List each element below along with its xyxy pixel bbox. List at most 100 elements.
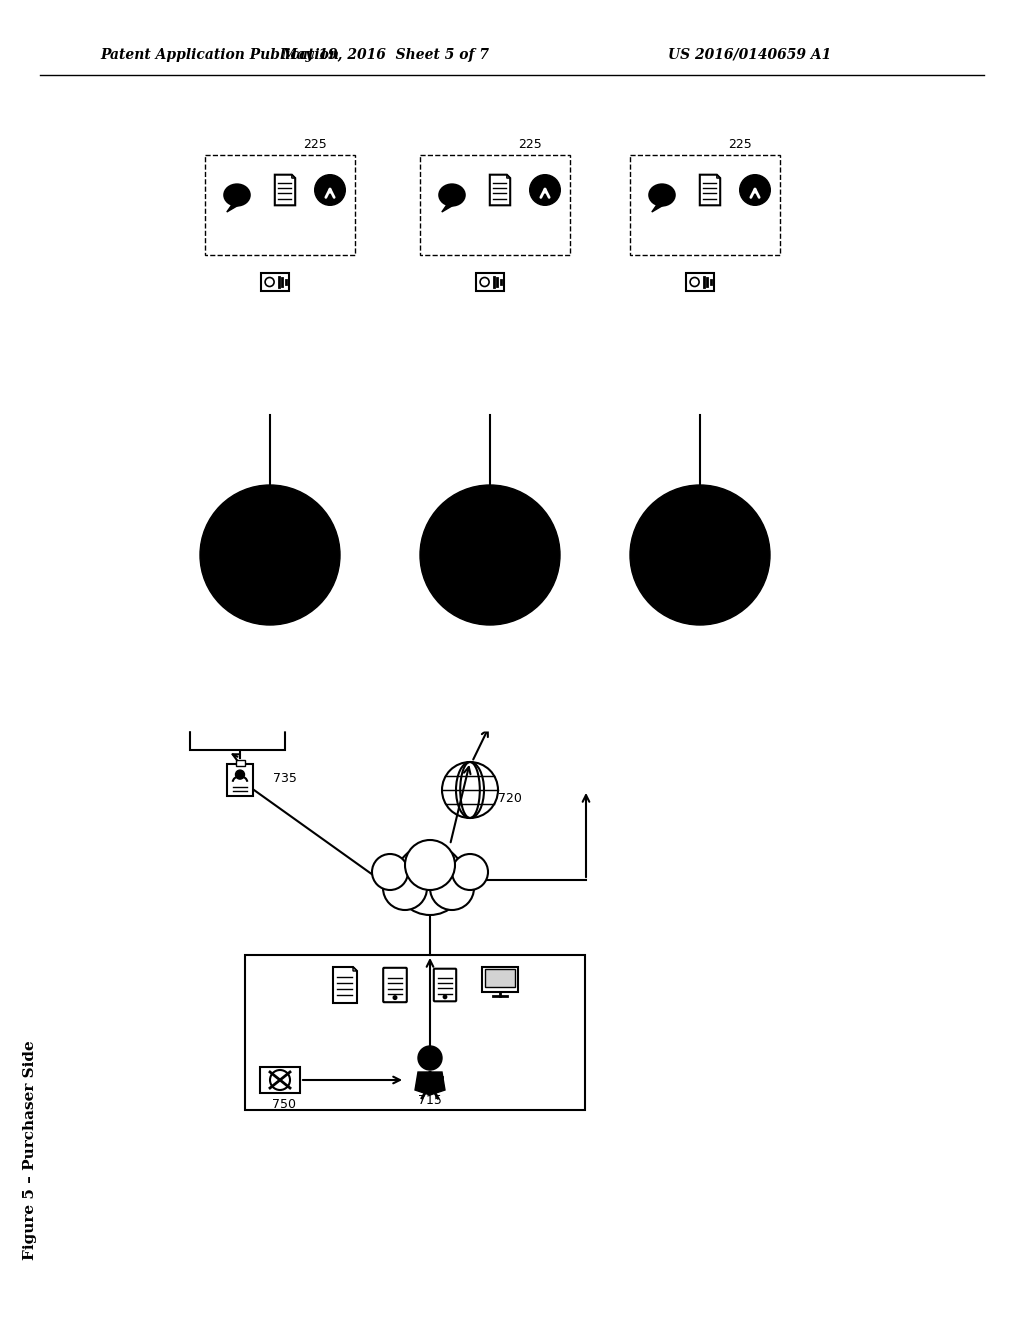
- Polygon shape: [507, 174, 510, 178]
- Text: Patent Application Publication: Patent Application Publication: [100, 48, 339, 62]
- Bar: [488, 684, 496, 689]
- Bar: [464, 677, 471, 682]
- Bar: [245, 954, 585, 1110]
- Circle shape: [711, 438, 728, 455]
- Polygon shape: [519, 694, 541, 726]
- Circle shape: [391, 544, 399, 552]
- Circle shape: [380, 545, 390, 554]
- Bar: [260, 1067, 300, 1093]
- Text: 715: 715: [418, 1093, 442, 1106]
- Circle shape: [242, 438, 259, 455]
- Bar: [488, 671, 496, 676]
- Text: 730: 730: [418, 692, 442, 705]
- Bar: [464, 671, 471, 676]
- Bar: [218, 697, 238, 713]
- Circle shape: [247, 444, 268, 465]
- Bar: [341, 601, 349, 606]
- Bar: [420, 154, 570, 255]
- Bar: [484, 969, 515, 987]
- Circle shape: [258, 430, 283, 455]
- Circle shape: [200, 484, 340, 624]
- Polygon shape: [441, 203, 457, 213]
- Bar: [245, 310, 735, 730]
- Circle shape: [432, 873, 453, 894]
- Bar: [236, 760, 245, 766]
- Circle shape: [440, 867, 458, 886]
- Text: 235: 235: [373, 528, 397, 541]
- Text: 755: 755: [338, 541, 362, 554]
- Bar: [420, 565, 560, 645]
- Circle shape: [399, 867, 419, 886]
- Text: 230: 230: [203, 449, 227, 462]
- Bar: [205, 154, 355, 255]
- Circle shape: [417, 859, 443, 886]
- Circle shape: [402, 867, 420, 886]
- Circle shape: [314, 174, 345, 206]
- Circle shape: [529, 174, 560, 206]
- Circle shape: [395, 845, 465, 915]
- Circle shape: [341, 610, 349, 619]
- Polygon shape: [415, 1072, 445, 1096]
- Polygon shape: [226, 203, 242, 213]
- Circle shape: [476, 436, 504, 465]
- Circle shape: [478, 430, 502, 455]
- Polygon shape: [538, 694, 541, 697]
- Circle shape: [467, 444, 488, 465]
- Circle shape: [256, 436, 284, 465]
- Bar: [464, 684, 471, 689]
- Circle shape: [225, 702, 231, 708]
- Bar: [227, 764, 253, 796]
- Circle shape: [406, 840, 455, 890]
- Text: 720: 720: [498, 792, 522, 804]
- Bar: [475, 519, 505, 537]
- Circle shape: [440, 869, 457, 884]
- Bar: [25, 310, 515, 730]
- Circle shape: [420, 484, 560, 624]
- Circle shape: [443, 995, 446, 999]
- Polygon shape: [717, 174, 720, 178]
- Bar: [482, 966, 518, 991]
- Circle shape: [406, 873, 428, 895]
- Polygon shape: [353, 968, 357, 972]
- Circle shape: [383, 866, 427, 909]
- Circle shape: [423, 1055, 437, 1069]
- Circle shape: [441, 867, 461, 886]
- Bar: [472, 677, 479, 682]
- FancyBboxPatch shape: [383, 968, 407, 1002]
- Bar: [260, 273, 290, 290]
- FancyBboxPatch shape: [434, 969, 457, 1002]
- Text: 225: 225: [303, 139, 327, 152]
- Circle shape: [672, 438, 689, 455]
- Text: 130: 130: [563, 598, 587, 611]
- Bar: [333, 603, 357, 636]
- Circle shape: [418, 1045, 442, 1071]
- Bar: [455, 310, 945, 730]
- Ellipse shape: [439, 185, 465, 206]
- Bar: [480, 671, 487, 676]
- Circle shape: [688, 430, 713, 455]
- Circle shape: [393, 995, 397, 999]
- Circle shape: [418, 861, 442, 886]
- Bar: [480, 677, 487, 682]
- Circle shape: [403, 869, 420, 884]
- Polygon shape: [292, 174, 295, 178]
- Circle shape: [408, 873, 428, 894]
- Circle shape: [417, 867, 443, 894]
- Polygon shape: [274, 174, 295, 206]
- Text: 230: 230: [633, 449, 656, 462]
- Text: 735: 735: [273, 771, 297, 784]
- Text: 230: 230: [423, 449, 446, 462]
- Circle shape: [432, 873, 455, 895]
- Bar: [247, 652, 272, 668]
- Bar: [630, 154, 780, 255]
- Text: Figure 5 – Purchaser Side: Figure 5 – Purchaser Side: [23, 1040, 37, 1259]
- Circle shape: [416, 866, 444, 894]
- Bar: [686, 273, 715, 290]
- Text: 225: 225: [728, 139, 752, 152]
- Circle shape: [462, 438, 479, 455]
- Circle shape: [281, 438, 298, 455]
- Text: 225: 225: [518, 139, 542, 152]
- Polygon shape: [333, 968, 357, 1003]
- Circle shape: [452, 854, 488, 890]
- Circle shape: [492, 444, 513, 465]
